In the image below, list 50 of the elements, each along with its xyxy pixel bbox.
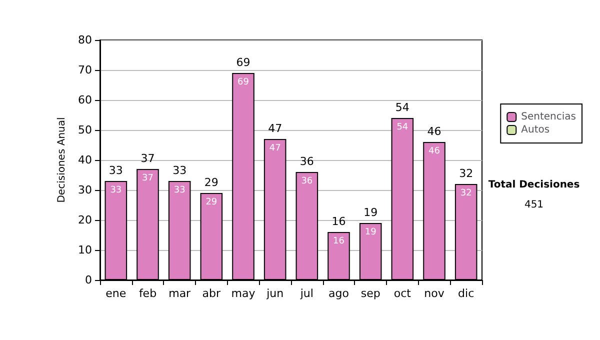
total-label: 33 [172,164,187,177]
total-label: 16 [332,215,346,228]
y-tick-label: 60 [78,94,92,106]
data-label: 37 [142,174,154,184]
text: Total Decisiones [488,180,580,190]
total-label: 69 [236,56,250,69]
data-label: 19 [364,228,377,238]
x-tick-label: feb [138,287,157,300]
total-label: 46 [427,125,442,138]
x-tick-label: dic [458,287,474,300]
legend-label: Sentencias [521,112,576,122]
total-label: 47 [268,122,282,135]
x-tick-label: abr [202,287,222,300]
total-label: 32 [459,167,474,180]
total-label: 54 [395,101,410,114]
y-tick-label: 30 [78,184,92,196]
data-label: 36 [301,176,313,186]
y-tick-label: 80 [78,34,92,46]
data-label: 29 [206,198,218,208]
x-tick-label: may [231,287,256,300]
y-tick-label: 40 [78,154,92,166]
y-tick-label: 0 [85,274,92,286]
total-label: 19 [364,206,378,219]
data-label: 32 [460,188,472,198]
data-label: 33 [174,186,186,196]
data-label: 54 [396,122,408,132]
x-tick-label: mar [168,287,192,300]
total-label: 29 [204,176,218,189]
total-label: 37 [140,152,155,165]
data-label: 46 [428,146,440,156]
x-tick-label: jul [299,287,314,300]
x-tick-label: ago [328,287,350,300]
x-tick-label: sep [360,287,380,300]
legend-label: Autos [521,124,550,136]
x-tick-label: ene [106,287,126,300]
data-label: 33 [110,186,122,196]
data-label: 69 [238,78,250,88]
y-tick-label: 20 [78,214,92,226]
x-tick-label: jun [266,287,284,300]
y-tick-label: 50 [78,124,92,136]
y-axis-title: Decisiones Anual [56,117,68,203]
x-tick-label: oct [394,287,412,300]
y-tick-label: 70 [78,64,92,76]
data-label: 47 [269,144,281,154]
total-label: 33 [108,164,123,177]
x-tick-label: nov [424,287,445,300]
y-tick-label: 10 [78,244,92,256]
text: 451 [524,200,544,210]
total-label: 36 [300,155,314,168]
data-label: 16 [333,236,345,246]
